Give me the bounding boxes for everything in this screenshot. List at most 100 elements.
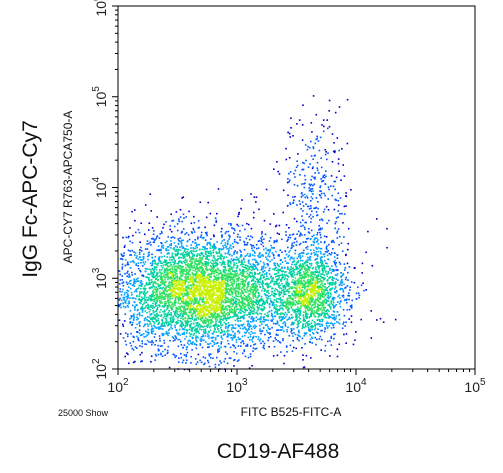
event-dot: [213, 266, 215, 269]
event-dot: [243, 326, 246, 329]
event-dot: [178, 308, 180, 310]
event-dot: [168, 328, 171, 331]
event-dot: [206, 250, 209, 253]
event-dot: [199, 236, 202, 238]
event-dot: [161, 355, 164, 357]
event-dot: [241, 263, 243, 265]
event-dot: [265, 319, 267, 321]
event-dot: [304, 228, 306, 230]
event-dot: [175, 323, 178, 325]
event-dot: [226, 317, 228, 320]
event-dot: [253, 310, 255, 313]
event-dot: [142, 261, 144, 264]
event-dot: [129, 254, 131, 256]
event-dot: [244, 255, 247, 257]
event-dot: [321, 294, 324, 296]
event-dot: [166, 333, 168, 335]
event-dot: [135, 278, 138, 280]
event-dot: [164, 276, 166, 279]
event-dot: [195, 337, 197, 339]
event-dot: [183, 217, 185, 219]
event-dot: [260, 304, 262, 307]
event-dot: [173, 303, 176, 305]
event-dot: [233, 359, 235, 362]
event-dot: [164, 348, 166, 351]
event-dot: [137, 308, 139, 311]
event-dot: [147, 252, 150, 254]
event-dot: [265, 252, 267, 255]
event-dot: [210, 321, 213, 324]
event-dot: [284, 287, 287, 290]
event-dot: [231, 339, 234, 341]
event-dot: [333, 180, 335, 183]
event-dot: [145, 306, 147, 309]
event-dot: [252, 317, 255, 319]
event-dot: [125, 343, 128, 346]
event-dot: [182, 306, 185, 309]
event-dot: [225, 245, 228, 248]
event-dot: [304, 144, 307, 146]
event-dot: [256, 285, 258, 287]
event-dot: [153, 306, 155, 308]
event-dot: [167, 345, 170, 348]
event-dot: [308, 269, 311, 271]
event-dot: [230, 305, 232, 308]
event-dot: [241, 335, 244, 338]
event-dot: [289, 295, 291, 297]
event-dot: [328, 99, 331, 102]
event-dot: [342, 289, 344, 291]
event-dot: [276, 311, 279, 313]
event-dot: [265, 324, 267, 326]
event-dot: [160, 281, 162, 283]
event-dot: [307, 324, 310, 326]
event-dot: [226, 329, 229, 331]
event-dot: [232, 324, 234, 327]
event-dot: [134, 252, 137, 254]
event-dot: [308, 328, 310, 330]
event-dot: [164, 325, 166, 327]
event-dot: [345, 299, 348, 301]
event-dot: [308, 208, 311, 210]
event-dot: [340, 272, 342, 274]
event-dot: [206, 248, 208, 250]
event-dot: [125, 291, 128, 294]
event-dot: [349, 286, 351, 288]
event-dot: [131, 284, 134, 287]
event-dot: [268, 269, 271, 272]
event-dot: [276, 320, 279, 323]
event-dot: [191, 258, 194, 261]
event-dot: [154, 297, 156, 299]
event-dot: [186, 342, 189, 344]
event-dot: [195, 322, 198, 324]
event-dot: [248, 268, 251, 270]
event-dot: [135, 290, 138, 293]
event-dot: [260, 315, 262, 318]
event-dot: [232, 246, 235, 248]
event-dot: [347, 271, 349, 274]
event-dot: [138, 323, 141, 325]
event-dot: [136, 318, 138, 321]
event-dot: [329, 282, 332, 284]
event-dot: [157, 306, 159, 309]
event-dot: [271, 304, 274, 306]
event-dot: [181, 255, 184, 257]
event-dot: [244, 309, 247, 312]
event-dot: [208, 346, 210, 348]
event-dot: [243, 294, 245, 297]
event-dot: [322, 285, 325, 288]
event-dot: [135, 264, 137, 266]
event-dot: [208, 321, 210, 324]
event-dot: [224, 266, 226, 269]
event-dot: [308, 187, 310, 189]
event-dot: [158, 335, 161, 337]
event-dot: [281, 266, 283, 269]
event-dot: [152, 305, 154, 307]
event-dot: [306, 315, 308, 318]
event-dot: [343, 205, 346, 208]
event-dot: [151, 260, 154, 263]
event-dot: [350, 321, 353, 323]
event-dot: [261, 253, 264, 256]
event-dot: [319, 247, 322, 250]
event-dot: [285, 271, 287, 273]
event-dot: [176, 253, 179, 255]
